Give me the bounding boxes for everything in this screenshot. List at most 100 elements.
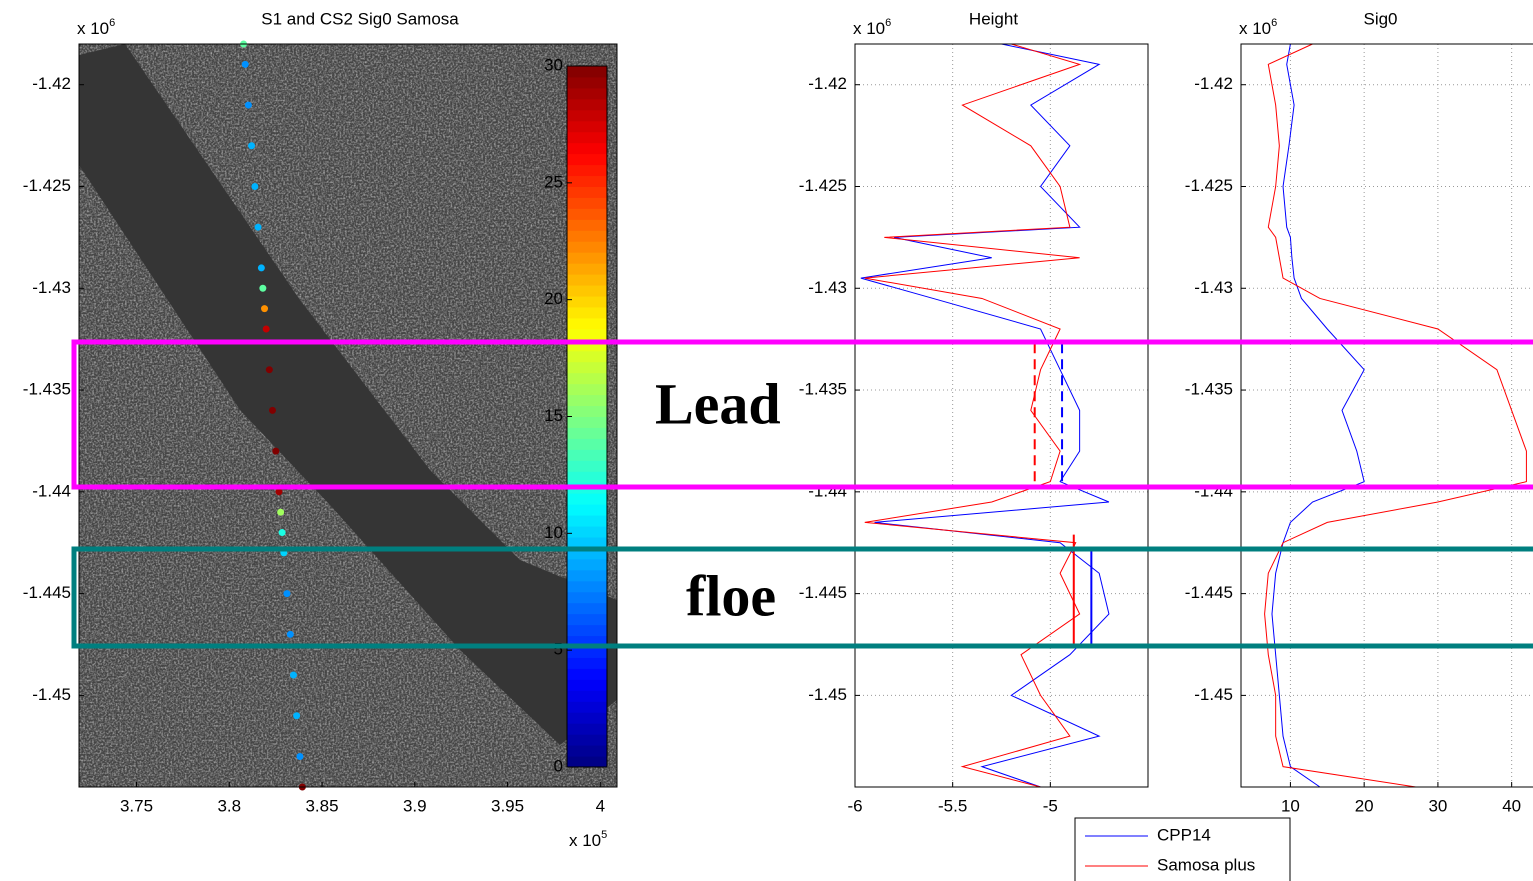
track-point: [251, 182, 259, 190]
track-point: [286, 630, 294, 638]
y-tick-label: -1.44: [32, 481, 71, 500]
colorbar-segment: [567, 164, 607, 177]
lead-label: Lead: [655, 371, 781, 436]
track-point: [248, 142, 256, 150]
colorbar-segment: [567, 679, 607, 691]
sar-image: [79, 44, 617, 787]
track-point: [277, 508, 285, 516]
colorbar-segment: [567, 712, 607, 724]
track-point: [268, 406, 276, 414]
y-tick-label: -1.435: [799, 380, 847, 399]
colorbar-segment: [567, 690, 607, 702]
colorbar-tick-label: 15: [544, 406, 563, 425]
colorbar-segment: [567, 745, 607, 757]
colorbar-segment: [567, 723, 607, 735]
colorbar-segment: [567, 241, 607, 253]
colorbar-segment: [567, 613, 607, 626]
colorbar-tick-label: 0: [554, 756, 563, 775]
chart-title: S1 and CS2 Sig0 Samosa: [261, 9, 459, 28]
multiplier-exponent: 6: [1271, 17, 1277, 29]
x-tick-label: 40: [1502, 796, 1521, 815]
colorbar-segment: [567, 504, 607, 516]
colorbar-segment: [567, 87, 607, 100]
y-tick-label: -1.445: [1185, 583, 1233, 602]
track-point: [244, 101, 252, 109]
colorbar-segment: [567, 449, 607, 461]
colorbar-segment: [567, 186, 607, 198]
lead-region: [79, 44, 617, 745]
x-tick-label: -6: [847, 796, 862, 815]
multiplier-exponent: 6: [109, 17, 115, 29]
y-tick-label: -1.43: [32, 278, 71, 297]
plot-frame: [78, 43, 618, 788]
plot-frame: [1240, 43, 1533, 788]
y-tick-label: -1.44: [808, 481, 847, 500]
multiplier-base: x 10: [77, 19, 109, 38]
colorbar-segment: [567, 701, 607, 713]
track-point: [241, 60, 249, 68]
colorbar-segment: [567, 285, 607, 297]
y-tick-label: -1.43: [808, 278, 847, 297]
colorbar-segment: [567, 361, 607, 374]
colorbar-segment: [567, 635, 607, 648]
colorbar-segment: [567, 624, 607, 637]
y-tick-label: -1.435: [1185, 380, 1233, 399]
colorbar-tick-label: 10: [544, 523, 563, 542]
series-line: [1271, 43, 1365, 788]
colorbar-segment: [567, 547, 607, 560]
colorbar-segment: [567, 306, 607, 319]
floe-label: floe: [686, 563, 776, 628]
y-tick-label: -1.45: [1194, 685, 1233, 704]
colorbar-segment: [567, 252, 607, 264]
colorbar-segment: [567, 591, 607, 604]
colorbar-segment: [567, 175, 607, 187]
x-tick-label: -5.5: [938, 796, 967, 815]
x-tick-label: 3.85: [305, 796, 338, 815]
multiplier-base: x 10: [853, 19, 885, 38]
y-tick-label: -1.425: [1185, 176, 1233, 195]
track-point: [283, 590, 291, 598]
axis-multiplier: x 105: [569, 829, 607, 851]
track-point: [261, 305, 269, 313]
colorbar-segment: [567, 131, 607, 144]
floe-box: [71, 546, 1533, 649]
colorbar-segment: [567, 515, 607, 527]
axis-multiplier: x 106: [1239, 17, 1277, 39]
y-tick-label: -1.45: [808, 685, 847, 704]
track-point: [289, 671, 297, 679]
y-tick-label: -1.425: [799, 176, 847, 195]
track-point: [275, 488, 283, 496]
y-tick-label: -1.42: [32, 74, 71, 93]
colorbar-segment: [567, 197, 607, 209]
multiplier-base: x 10: [569, 831, 601, 850]
x-tick-label: 10: [1281, 796, 1300, 815]
colorbar-segment: [567, 274, 607, 286]
x-tick-label: 4: [596, 796, 605, 815]
colorbar-segment: [567, 208, 607, 220]
y-tick-label: -1.445: [799, 583, 847, 602]
colorbar-segment: [567, 646, 607, 658]
colorbar-segment: [567, 263, 607, 275]
y-tick-label: -1.445: [23, 583, 71, 602]
colorbar-segment: [567, 219, 607, 231]
legend-box: [1074, 817, 1291, 881]
colorbar-tick-label: 25: [544, 172, 563, 191]
x-tick-label: 3.8: [217, 796, 241, 815]
colorbar-segment: [567, 153, 607, 166]
chart-title: Sig0: [1363, 9, 1397, 28]
colorbar-segment: [567, 350, 607, 363]
x-tick-label: 3.95: [491, 796, 524, 815]
colorbar-segment: [567, 383, 607, 396]
multiplier-exponent: 6: [885, 17, 891, 29]
colorbar-segment: [567, 416, 607, 428]
colorbar-segment: [567, 460, 607, 472]
colorbar-tick-label: 30: [544, 55, 563, 74]
series-line: [1264, 43, 1527, 788]
colorbar-segment: [567, 394, 607, 407]
x-tick-label: 3.75: [120, 796, 153, 815]
colorbar-segment: [567, 471, 607, 483]
multiplier-base: x 10: [1239, 19, 1271, 38]
colorbar-segment: [567, 427, 607, 439]
colorbar-tick-label: 5: [554, 640, 563, 659]
